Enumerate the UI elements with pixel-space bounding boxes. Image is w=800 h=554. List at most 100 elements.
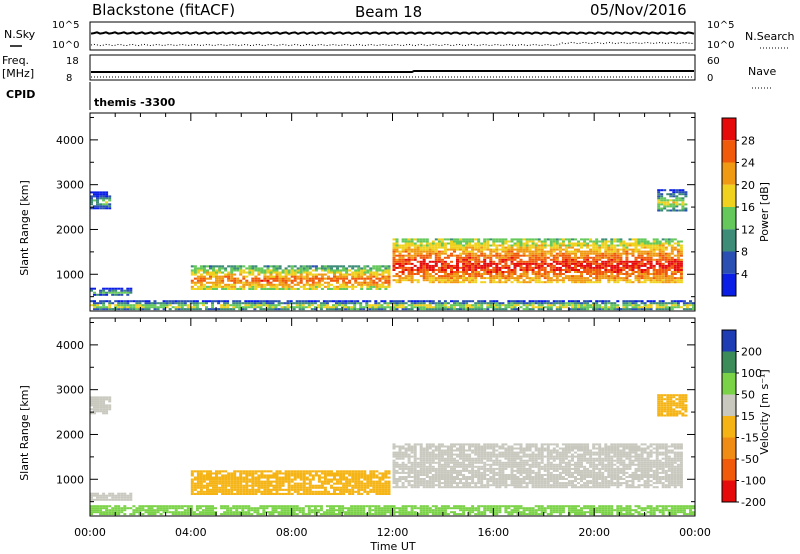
data-cell [516, 248, 520, 251]
data-cell [293, 472, 297, 475]
data-cell [322, 304, 326, 307]
data-cell [437, 304, 441, 307]
data-cell [567, 250, 571, 253]
data-cell [227, 476, 231, 479]
data-cell [195, 308, 199, 311]
data-cell [477, 260, 481, 263]
data-cell [486, 302, 490, 305]
data-cell [634, 240, 638, 243]
data-cell [333, 492, 336, 495]
data-cell [296, 267, 300, 270]
data-cell [462, 461, 466, 464]
data-cell [595, 260, 599, 263]
nsky-tick-top: 10^5 [52, 20, 79, 31]
data-cell [290, 470, 294, 473]
data-cell [93, 410, 96, 413]
data-cell [456, 244, 459, 247]
data-cell [561, 273, 565, 275]
data-cell [607, 264, 611, 267]
data-cell [604, 240, 608, 243]
data-cell [492, 254, 496, 257]
data-cell [495, 256, 499, 259]
data-cell [489, 256, 493, 259]
data-cell [534, 246, 538, 249]
data-cell [558, 273, 562, 275]
data-cell [212, 486, 215, 489]
data-cell [477, 271, 481, 273]
data-cell [604, 275, 608, 278]
data-cell [474, 262, 478, 265]
data-cell [96, 191, 99, 194]
data-cell [583, 242, 587, 245]
data-cell [422, 302, 426, 305]
data-cell [212, 488, 215, 491]
data-cell [543, 262, 547, 265]
data-cell [230, 265, 234, 268]
data-cell [395, 461, 399, 464]
data-cell [314, 287, 318, 290]
data-cell [401, 260, 405, 263]
data-cell [212, 285, 215, 288]
data-cell [227, 271, 231, 274]
data-cell [401, 453, 405, 456]
data-cell [257, 476, 261, 479]
data-cell [93, 207, 96, 210]
data-cell [483, 486, 487, 489]
data-cell [301, 304, 305, 307]
data-cell [362, 300, 366, 303]
data-cell [437, 445, 441, 448]
data-cell [637, 238, 641, 241]
data-cell [114, 496, 118, 499]
data-cell [398, 453, 402, 456]
data-cell [669, 189, 673, 192]
data-cell [404, 486, 408, 489]
data-cell [675, 209, 679, 212]
data-cell [311, 490, 315, 493]
data-cell [293, 269, 297, 272]
data-cell [407, 254, 411, 257]
data-cell [580, 246, 583, 249]
data-cell [583, 256, 587, 259]
data-cell [456, 273, 459, 275]
data-cell [682, 304, 686, 307]
data-cell [507, 240, 511, 243]
data-cell [257, 484, 261, 487]
data-cell [369, 488, 373, 491]
data-cell [245, 492, 249, 495]
data-cell [330, 267, 333, 270]
data-cell [413, 256, 417, 259]
data-cell [372, 279, 376, 282]
data-cell [649, 304, 653, 307]
data-cell [631, 269, 635, 271]
data-cell [468, 266, 472, 269]
data-cell [462, 256, 466, 259]
data-cell [673, 304, 677, 307]
data-cell [232, 306, 236, 309]
data-cell [546, 262, 550, 265]
data-cell [269, 277, 273, 280]
data-cell [586, 279, 590, 282]
data-cell [504, 457, 508, 460]
data-cell [667, 262, 671, 265]
data-cell [341, 306, 345, 309]
data-cell [437, 467, 441, 470]
data-cell [528, 246, 532, 249]
data-cell [327, 478, 330, 481]
data-cell [676, 279, 680, 282]
data-cell [360, 271, 364, 274]
data-cell [372, 265, 376, 268]
data-cell [564, 264, 568, 267]
data-cell [236, 478, 240, 481]
data-cell [233, 482, 237, 485]
data-cell [549, 252, 553, 255]
data-cell [486, 451, 490, 454]
data-cell [99, 406, 103, 409]
data-cell [616, 258, 620, 261]
data-cell [422, 480, 426, 483]
data-cell [459, 461, 462, 464]
data-cell [513, 486, 517, 489]
data-cell [492, 451, 496, 454]
data-cell [218, 279, 222, 282]
data-cell [672, 191, 676, 194]
